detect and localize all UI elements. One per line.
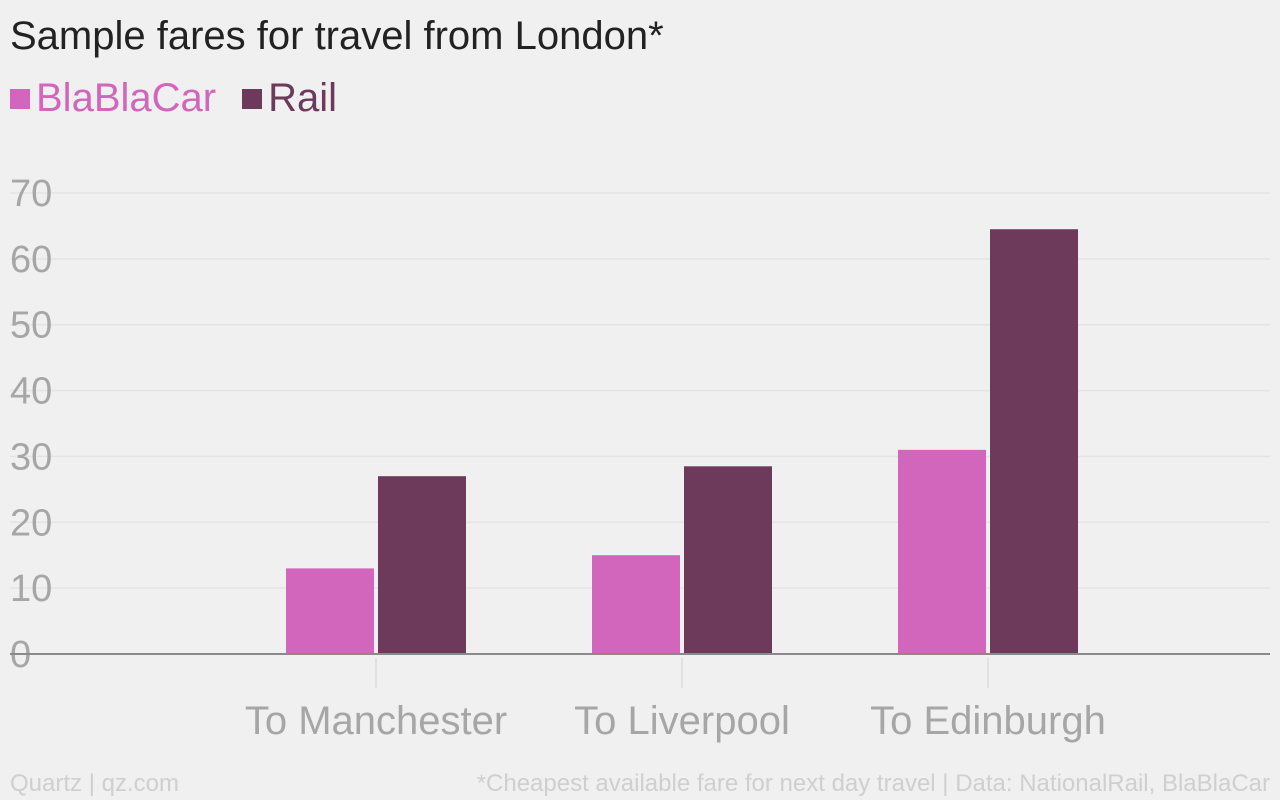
legend-item-rail: Rail <box>242 76 337 121</box>
bar-blablacar-to-liverpool <box>592 555 680 654</box>
x-category-label: To Liverpool <box>574 699 790 743</box>
source-credit: Quartz | qz.com <box>10 770 179 797</box>
y-tick-label: 10 <box>10 568 52 610</box>
bar-rail-to-liverpool <box>684 466 772 654</box>
y-tick-label: 60 <box>10 239 52 281</box>
legend-label-blablacar: BlaBlaCar <box>36 76 217 120</box>
y-tick-label: 20 <box>10 502 52 544</box>
legend-label-rail: Rail <box>268 76 337 120</box>
legend-swatch-blablacar <box>10 88 30 109</box>
chart-title: Sample fares for travel from London* <box>10 14 664 58</box>
legend-swatch-rail <box>242 88 263 109</box>
y-tick-label: 70 <box>10 173 52 215</box>
legend-item-blablacar: BlaBlaCar <box>10 76 216 121</box>
bar-blablacar-to-manchester <box>286 568 374 654</box>
y-tick-label: 40 <box>10 371 52 413</box>
footnote: *Cheapest available fare for next day tr… <box>476 770 1270 797</box>
x-category-label: To Edinburgh <box>870 699 1106 743</box>
y-tick-label: 50 <box>10 305 52 347</box>
x-category-label: To Manchester <box>245 699 507 743</box>
y-tick-label: 30 <box>10 436 52 478</box>
bar-rail-to-edinburgh <box>990 229 1078 654</box>
bar-rail-to-manchester <box>378 476 466 654</box>
bar-blablacar-to-edinburgh <box>898 449 986 654</box>
legend: BlaBlaCar Rail <box>10 76 337 121</box>
